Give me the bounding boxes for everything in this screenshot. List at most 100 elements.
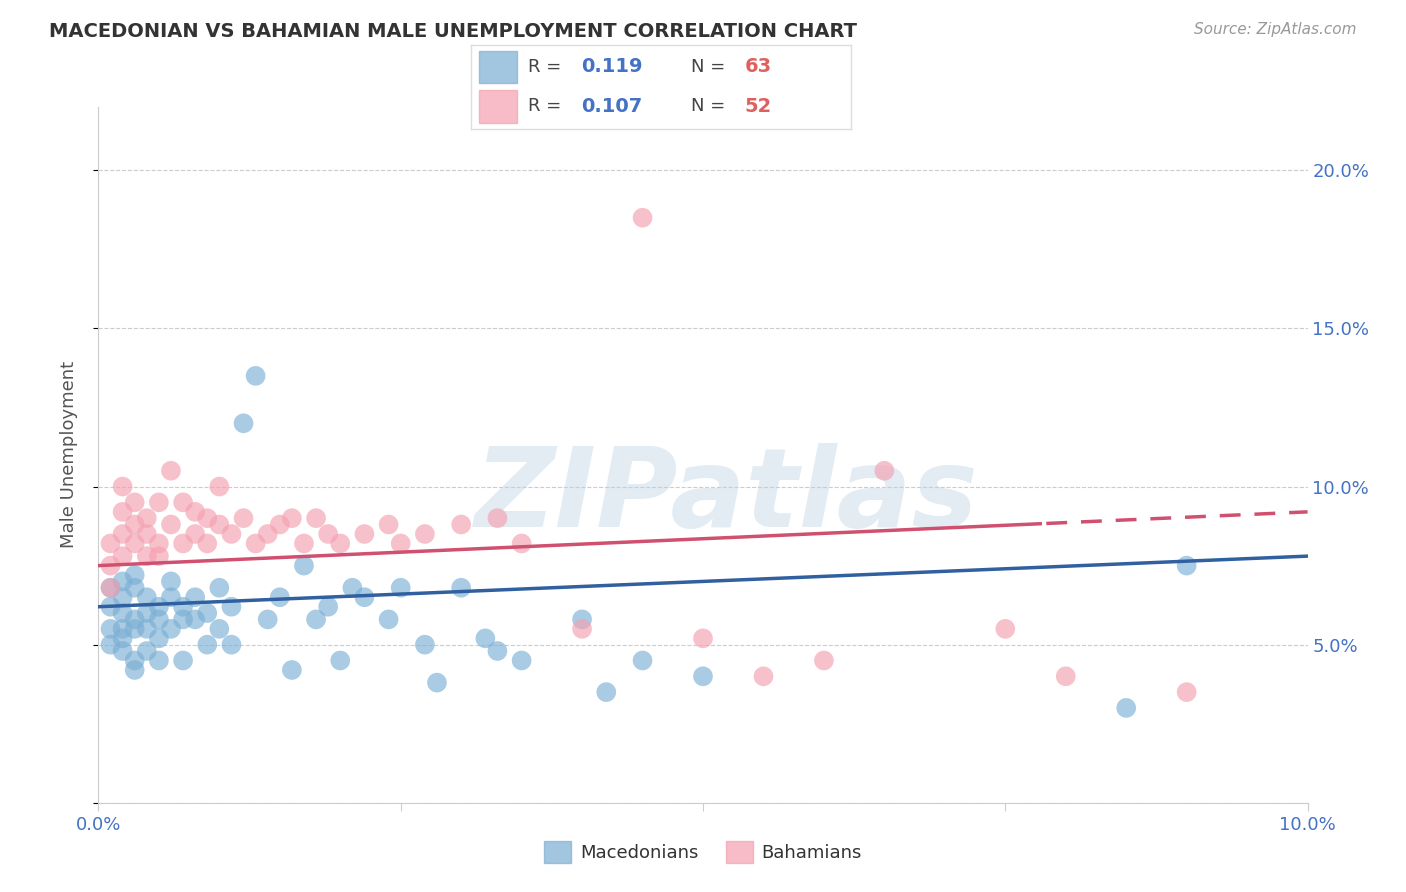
Point <box>486 644 509 658</box>
Point <box>184 527 207 541</box>
Point <box>124 517 146 532</box>
Point <box>111 606 134 620</box>
Point <box>631 653 654 667</box>
Point <box>100 638 122 652</box>
Point <box>100 558 122 573</box>
Point <box>135 591 157 605</box>
Point <box>281 511 304 525</box>
Point <box>135 622 157 636</box>
Point <box>195 511 218 525</box>
Point <box>111 527 134 541</box>
Point <box>111 632 134 646</box>
Point <box>160 464 183 478</box>
Text: R =: R = <box>529 58 567 76</box>
Point <box>281 663 304 677</box>
Point <box>305 612 328 626</box>
Point <box>111 591 134 605</box>
Point <box>256 527 278 541</box>
Point <box>413 527 436 541</box>
Point <box>135 511 157 525</box>
Point <box>426 675 449 690</box>
Point <box>692 632 714 646</box>
Point <box>353 527 375 541</box>
Point <box>184 612 207 626</box>
Point <box>208 622 231 636</box>
Point <box>172 599 194 614</box>
Point <box>329 653 352 667</box>
Point <box>813 653 835 667</box>
Point <box>450 581 472 595</box>
Point <box>135 644 157 658</box>
Point <box>124 581 146 595</box>
Bar <box>478 51 516 83</box>
Point <box>111 479 134 493</box>
Point <box>148 612 170 626</box>
Point <box>571 622 593 636</box>
Point <box>571 612 593 626</box>
Point <box>124 622 146 636</box>
Point <box>269 517 291 532</box>
Point <box>124 495 146 509</box>
Point <box>195 638 218 652</box>
Point <box>245 536 267 550</box>
Point <box>124 653 146 667</box>
Point <box>329 536 352 550</box>
Point <box>292 558 315 573</box>
Point <box>160 517 183 532</box>
Point <box>111 622 134 636</box>
Point <box>245 368 267 383</box>
Point <box>1175 685 1198 699</box>
Point <box>389 581 412 595</box>
Point <box>148 536 170 550</box>
Point <box>111 574 134 589</box>
Point <box>221 527 243 541</box>
Point <box>389 536 412 550</box>
Text: N =: N = <box>692 58 731 76</box>
Point <box>184 505 207 519</box>
Point <box>172 495 194 509</box>
Point <box>135 527 157 541</box>
Point <box>111 644 134 658</box>
Point <box>221 638 243 652</box>
Point <box>377 612 399 626</box>
Point <box>148 599 170 614</box>
Point <box>100 581 122 595</box>
Point <box>124 536 146 550</box>
Point <box>873 464 896 478</box>
Point <box>148 549 170 563</box>
Text: 0.107: 0.107 <box>581 97 643 116</box>
Point <box>124 663 146 677</box>
Point <box>1054 669 1077 683</box>
Text: ZIPatlas: ZIPatlas <box>475 443 979 550</box>
Point <box>342 581 364 595</box>
Point <box>631 211 654 225</box>
Point <box>100 536 122 550</box>
Point <box>292 536 315 550</box>
Point <box>172 653 194 667</box>
Point <box>353 591 375 605</box>
Y-axis label: Male Unemployment: Male Unemployment <box>59 361 77 549</box>
Point <box>377 517 399 532</box>
Text: N =: N = <box>692 97 731 115</box>
Legend: Macedonians, Bahamians: Macedonians, Bahamians <box>537 834 869 871</box>
Point <box>316 527 339 541</box>
Point <box>305 511 328 525</box>
Point <box>692 669 714 683</box>
Point <box>160 591 183 605</box>
Point <box>111 549 134 563</box>
Point <box>148 495 170 509</box>
Point <box>195 536 218 550</box>
Point <box>172 612 194 626</box>
Bar <box>478 90 516 122</box>
Point <box>148 632 170 646</box>
Point <box>1115 701 1137 715</box>
Point <box>1175 558 1198 573</box>
Point <box>510 653 533 667</box>
Point <box>100 599 122 614</box>
Point <box>135 549 157 563</box>
Point <box>994 622 1017 636</box>
Point <box>752 669 775 683</box>
Point <box>450 517 472 532</box>
Point <box>124 568 146 582</box>
Point <box>148 653 170 667</box>
